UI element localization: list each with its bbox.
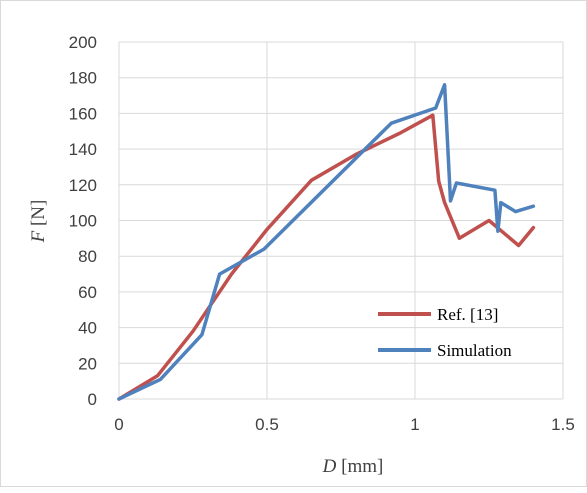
y-tick-label: 200 bbox=[69, 33, 97, 52]
y-tick-label: 160 bbox=[69, 104, 97, 123]
x-tick-label: 1 bbox=[410, 415, 419, 434]
y-axis-unit: [N] bbox=[28, 200, 49, 231]
series-line-ref13 bbox=[117, 113, 536, 401]
x-tick-label: 1.5 bbox=[551, 415, 575, 434]
y-tick-label: 140 bbox=[69, 140, 97, 159]
y-tick-label: 20 bbox=[78, 354, 97, 373]
y-tick-label: 0 bbox=[88, 390, 97, 409]
y-tick-label: 80 bbox=[78, 247, 97, 266]
y-axis-title: F [N] bbox=[28, 200, 49, 244]
y-tick-label: 120 bbox=[69, 176, 97, 195]
legend-label-simulation: Simulation bbox=[437, 341, 512, 360]
x-tick-label: 0.5 bbox=[255, 415, 279, 434]
series-lines bbox=[117, 83, 536, 401]
y-tick-label: 40 bbox=[78, 319, 97, 338]
gridlines bbox=[119, 41, 564, 399]
x-axis-title: D [mm] bbox=[322, 456, 384, 477]
y-axis-variable: F bbox=[28, 230, 49, 243]
axes bbox=[118, 42, 563, 400]
y-tick-label: 180 bbox=[69, 69, 97, 88]
legend-label-ref13: Ref. [13] bbox=[437, 305, 498, 324]
tick-labels: 0 20 40 60 80 100 120 140 160 180 200 0 0.5 1 1.5 bbox=[69, 33, 575, 434]
x-axis-variable: D bbox=[322, 456, 337, 477]
series-line-simulation bbox=[117, 83, 536, 401]
legend: Ref. [13] Simulation bbox=[378, 305, 512, 360]
y-tick-label: 60 bbox=[78, 283, 97, 302]
x-axis-unit: [mm] bbox=[336, 456, 383, 477]
y-tick-label: 100 bbox=[69, 212, 97, 231]
x-tick-label: 0 bbox=[114, 415, 123, 434]
